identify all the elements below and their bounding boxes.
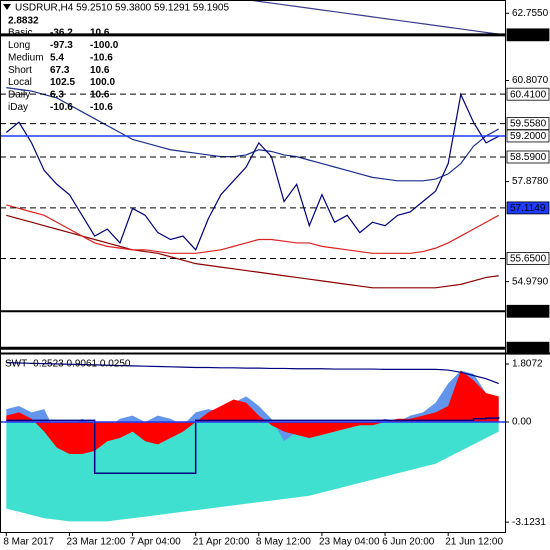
frame	[0, 0, 506, 533]
x-tick-label: 8 May 12:00	[256, 537, 311, 548]
info-value: 5.4	[50, 52, 64, 63]
info-name: Daily	[8, 90, 30, 101]
info-name: iDay	[8, 102, 28, 113]
info-value: 102.5	[50, 77, 75, 88]
level-label: 58.5900	[510, 152, 547, 163]
info-value: 10.6	[90, 28, 110, 39]
y-tick-label: 62.7550	[512, 8, 549, 19]
line-series	[6, 214, 499, 289]
y-tick-label: 1.8072	[512, 359, 543, 370]
info-value: 100.0	[90, 77, 115, 88]
level-label: 62.1300	[510, 30, 547, 41]
level-label: 55.6500	[510, 254, 547, 265]
info-value: -10.6	[90, 52, 113, 63]
level-box	[506, 341, 550, 355]
level-box	[506, 304, 550, 318]
menu-arrow	[3, 4, 11, 10]
y-tick-label: -3.1231	[512, 517, 546, 528]
step-series	[6, 417, 500, 475]
info-value: 10.6	[90, 90, 110, 101]
area-series	[6, 370, 499, 442]
info-value: -10.6	[90, 102, 113, 113]
line-series	[6, 362, 499, 385]
info-name: Local	[8, 77, 32, 88]
y-tick-label: 0.00	[512, 417, 532, 428]
level-label: 57.1149	[510, 203, 546, 214]
info-value: 6.3	[50, 90, 64, 101]
level-box	[506, 87, 550, 101]
info-value: -10.6	[50, 102, 73, 113]
level-label: 59.5580	[510, 119, 547, 130]
x-tick-label: 21 Apr 20:00	[193, 537, 250, 548]
info-name: Basic	[8, 28, 32, 39]
level-label: 53.0500	[510, 343, 547, 354]
y-tick-label: 60.8070	[512, 75, 549, 86]
level-label: 59.2000	[510, 131, 547, 142]
chart-title: USDRUR,H4 59.2510 59.3800 59.1291 59.190…	[15, 3, 229, 14]
info-value: 10.6	[90, 65, 110, 76]
level-box	[506, 252, 550, 265]
x-tick-label: 7 Apr 04:00	[130, 537, 182, 548]
info-name: Short	[8, 65, 32, 76]
level-label: 54.1200	[510, 306, 547, 317]
x-tick-label: 8 Mar 2017	[3, 537, 54, 548]
info-value: -97.3	[50, 40, 73, 51]
info-value: -36.2	[50, 28, 73, 39]
x-tick-label: 23 May 04:00	[319, 537, 380, 548]
level-box	[506, 201, 550, 215]
level-box	[506, 150, 550, 164]
line-series	[251, 1, 499, 35]
level-box	[506, 28, 550, 42]
info-name: Long	[8, 40, 30, 51]
line-series	[6, 204, 499, 254]
line-series	[6, 87, 499, 182]
indicator-panel	[0, 362, 505, 522]
info-value: -100.0	[90, 40, 119, 51]
line-series	[5, 92, 499, 251]
level-box	[506, 129, 550, 143]
x-tick-label: 23 Mar 12:00	[66, 537, 125, 548]
area-series	[6, 421, 499, 522]
price-panel	[0, 1, 505, 350]
area-series	[6, 370, 499, 455]
y-tick-label: 57.8780	[512, 176, 549, 187]
indicator-title: SWT -0.2523 0.9061 0.0250	[5, 359, 131, 370]
info-name: Medium	[8, 52, 44, 63]
level-label: 60.4100	[510, 89, 547, 100]
x-tick-label: 6 Jun 20:00	[382, 537, 435, 548]
y-tick-label: 54.9790	[512, 276, 549, 287]
info-value: 67.3	[50, 65, 70, 76]
info-value: 2.8832	[8, 16, 39, 27]
x-tick-label: 21 Jun 12:00	[445, 537, 503, 548]
